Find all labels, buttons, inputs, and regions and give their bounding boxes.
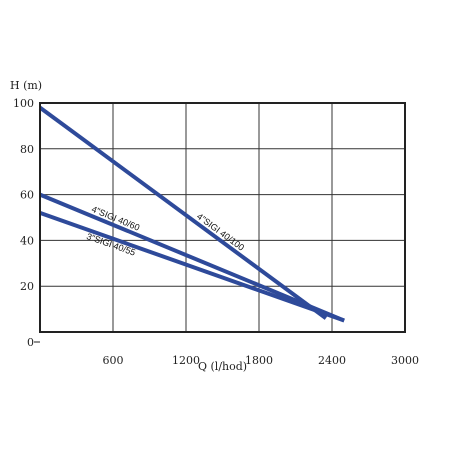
- x-tick-label: 2400: [318, 354, 346, 367]
- y-tick-label: 20: [20, 280, 34, 293]
- y-tick-label: 60: [20, 189, 34, 202]
- tick-labels: 0 20 40 60 80 100 600 1200 1800 2400 3000: [13, 97, 419, 367]
- y-tick-label: 40: [20, 234, 34, 247]
- series-lines: [38, 105, 345, 323]
- x-tick-label: 1800: [245, 354, 273, 367]
- series-line-2: [39, 211, 345, 323]
- y-tick-label: 80: [20, 143, 34, 156]
- y-tick-label: 100: [13, 97, 34, 110]
- series-line-1: [39, 192, 345, 323]
- x-tick-label: 600: [103, 354, 124, 367]
- y-tick-label: 0: [27, 336, 34, 349]
- x-tick-label: 1200: [172, 354, 200, 367]
- grid: [34, 103, 405, 343]
- x-tick-label: 3000: [391, 354, 419, 367]
- y-axis-label: H (m): [10, 79, 42, 92]
- x-axis-label: Q (l/hod): [198, 360, 247, 373]
- series-label-0: 4"SIGI 40/100: [195, 211, 246, 252]
- plot-frame: [39, 102, 406, 333]
- series-line-0: [38, 105, 328, 320]
